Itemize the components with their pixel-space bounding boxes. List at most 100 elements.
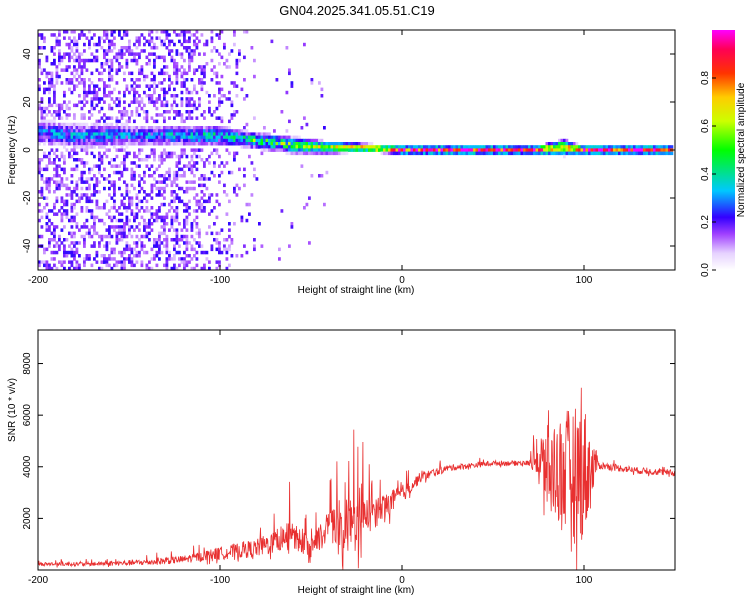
heatmap-cell [208, 94, 211, 98]
heatmap-cell [248, 212, 251, 216]
heatmap-cell [480, 145, 484, 149]
heatmap-cell [68, 142, 71, 146]
heatmap-cell [63, 52, 66, 56]
heatmap-cell [120, 52, 124, 56]
heatmap-cell [290, 225, 294, 229]
heatmap-cell [128, 190, 131, 194]
heatmap-cell [120, 231, 124, 236]
heatmap-cell [230, 170, 234, 175]
heatmap-cell [288, 145, 291, 149]
heatmap-cell [80, 58, 84, 63]
heatmap-cell [200, 142, 204, 146]
heatmap-cell [65, 193, 69, 197]
heatmap-cell [418, 148, 421, 152]
heatmap-cell [133, 129, 136, 133]
heatmap-cell [130, 71, 134, 76]
heatmap-cell [458, 145, 461, 149]
heatmap-cell [283, 148, 286, 152]
heatmap-cell [95, 90, 99, 95]
heatmap-cell [78, 158, 81, 162]
heatmap-cell [638, 151, 641, 156]
colorbar-tick-label: 0.8 [700, 71, 711, 85]
heatmap-cell [115, 170, 119, 175]
heatmap-cell [305, 148, 309, 152]
heatmap-cell [153, 158, 156, 162]
heatmap-cell [220, 142, 224, 146]
heatmap-cell [173, 135, 176, 140]
heatmap-cell [95, 97, 99, 101]
heatmap-cell [395, 148, 399, 152]
heatmap-cell [165, 65, 169, 69]
heatmap-cell [43, 247, 46, 252]
heatmap-cell [78, 129, 81, 133]
heatmap-cell [225, 212, 229, 216]
heatmap-cell [60, 154, 64, 159]
heatmap-cell [93, 126, 96, 130]
heatmap-cell [223, 42, 226, 47]
heatmap-cell [158, 257, 161, 261]
heatmap-cell [240, 129, 244, 133]
heatmap-cell [543, 151, 546, 156]
heatmap-cell [105, 129, 109, 133]
heatmap-cell [48, 81, 51, 85]
heatmap-cell [175, 68, 179, 72]
heatmap-cell [195, 167, 199, 172]
heatmap-cell [60, 142, 64, 146]
heatmap-cell [405, 148, 409, 152]
heatmap-cell [58, 58, 61, 63]
heatmap-cell [233, 190, 236, 194]
heatmap-cell [158, 138, 161, 143]
heatmap-cell [190, 164, 194, 168]
heatmap-cell [123, 110, 126, 114]
heatmap-cell [125, 241, 129, 245]
heatmap-cell [45, 180, 49, 184]
heatmap-cell [168, 151, 171, 156]
heatmap-cell [55, 148, 59, 152]
heatmap-cell [93, 154, 96, 159]
heatmap-cell [90, 36, 94, 40]
heatmap-cell [63, 212, 66, 216]
heatmap-cell [63, 36, 66, 40]
heatmap-cell [88, 199, 91, 204]
heatmap-cell [173, 180, 176, 184]
heatmap-cell [165, 183, 169, 188]
heatmap-cell [198, 39, 201, 44]
heatmap-cell [208, 106, 211, 111]
heatmap-cell [53, 33, 56, 37]
heatmap-cell [38, 106, 41, 111]
heatmap-cell [108, 84, 111, 88]
heatmap-cell [128, 228, 131, 232]
heatmap-cell [73, 250, 76, 255]
heatmap-cell [233, 135, 236, 140]
heatmap-cell [73, 74, 76, 79]
heatmap-cell [158, 231, 161, 236]
heatmap-cell [155, 215, 159, 220]
heatmap-cell [80, 148, 84, 152]
heatmap-cell [88, 126, 91, 130]
heatmap-cell [133, 177, 136, 181]
heatmap-cell [193, 103, 196, 108]
heatmap-cell [183, 218, 186, 223]
heatmap-cell [108, 148, 111, 152]
heatmap-cell [240, 142, 244, 146]
heatmap-cell [45, 122, 49, 127]
heatmap-cell [55, 113, 59, 117]
heatmap-cell [203, 129, 206, 133]
heatmap-cell [95, 250, 99, 255]
heatmap-cell [85, 94, 89, 98]
heatmap-cell [190, 228, 194, 232]
heatmap-cell [78, 94, 81, 98]
heatmap-cell [118, 142, 121, 146]
heatmap-cell [148, 62, 151, 66]
heatmap-cell [135, 154, 139, 159]
heatmap-cell [105, 212, 109, 216]
heatmap-cell [90, 145, 94, 149]
heatmap-cell [163, 215, 166, 220]
heatmap-cell [170, 222, 174, 226]
heatmap-cell [140, 186, 144, 191]
heatmap-cell [208, 126, 211, 130]
heatmap-cell [165, 135, 169, 140]
heatmap-cell [245, 122, 249, 127]
heatmap-cell [483, 148, 486, 152]
heatmap-cell [68, 122, 71, 127]
